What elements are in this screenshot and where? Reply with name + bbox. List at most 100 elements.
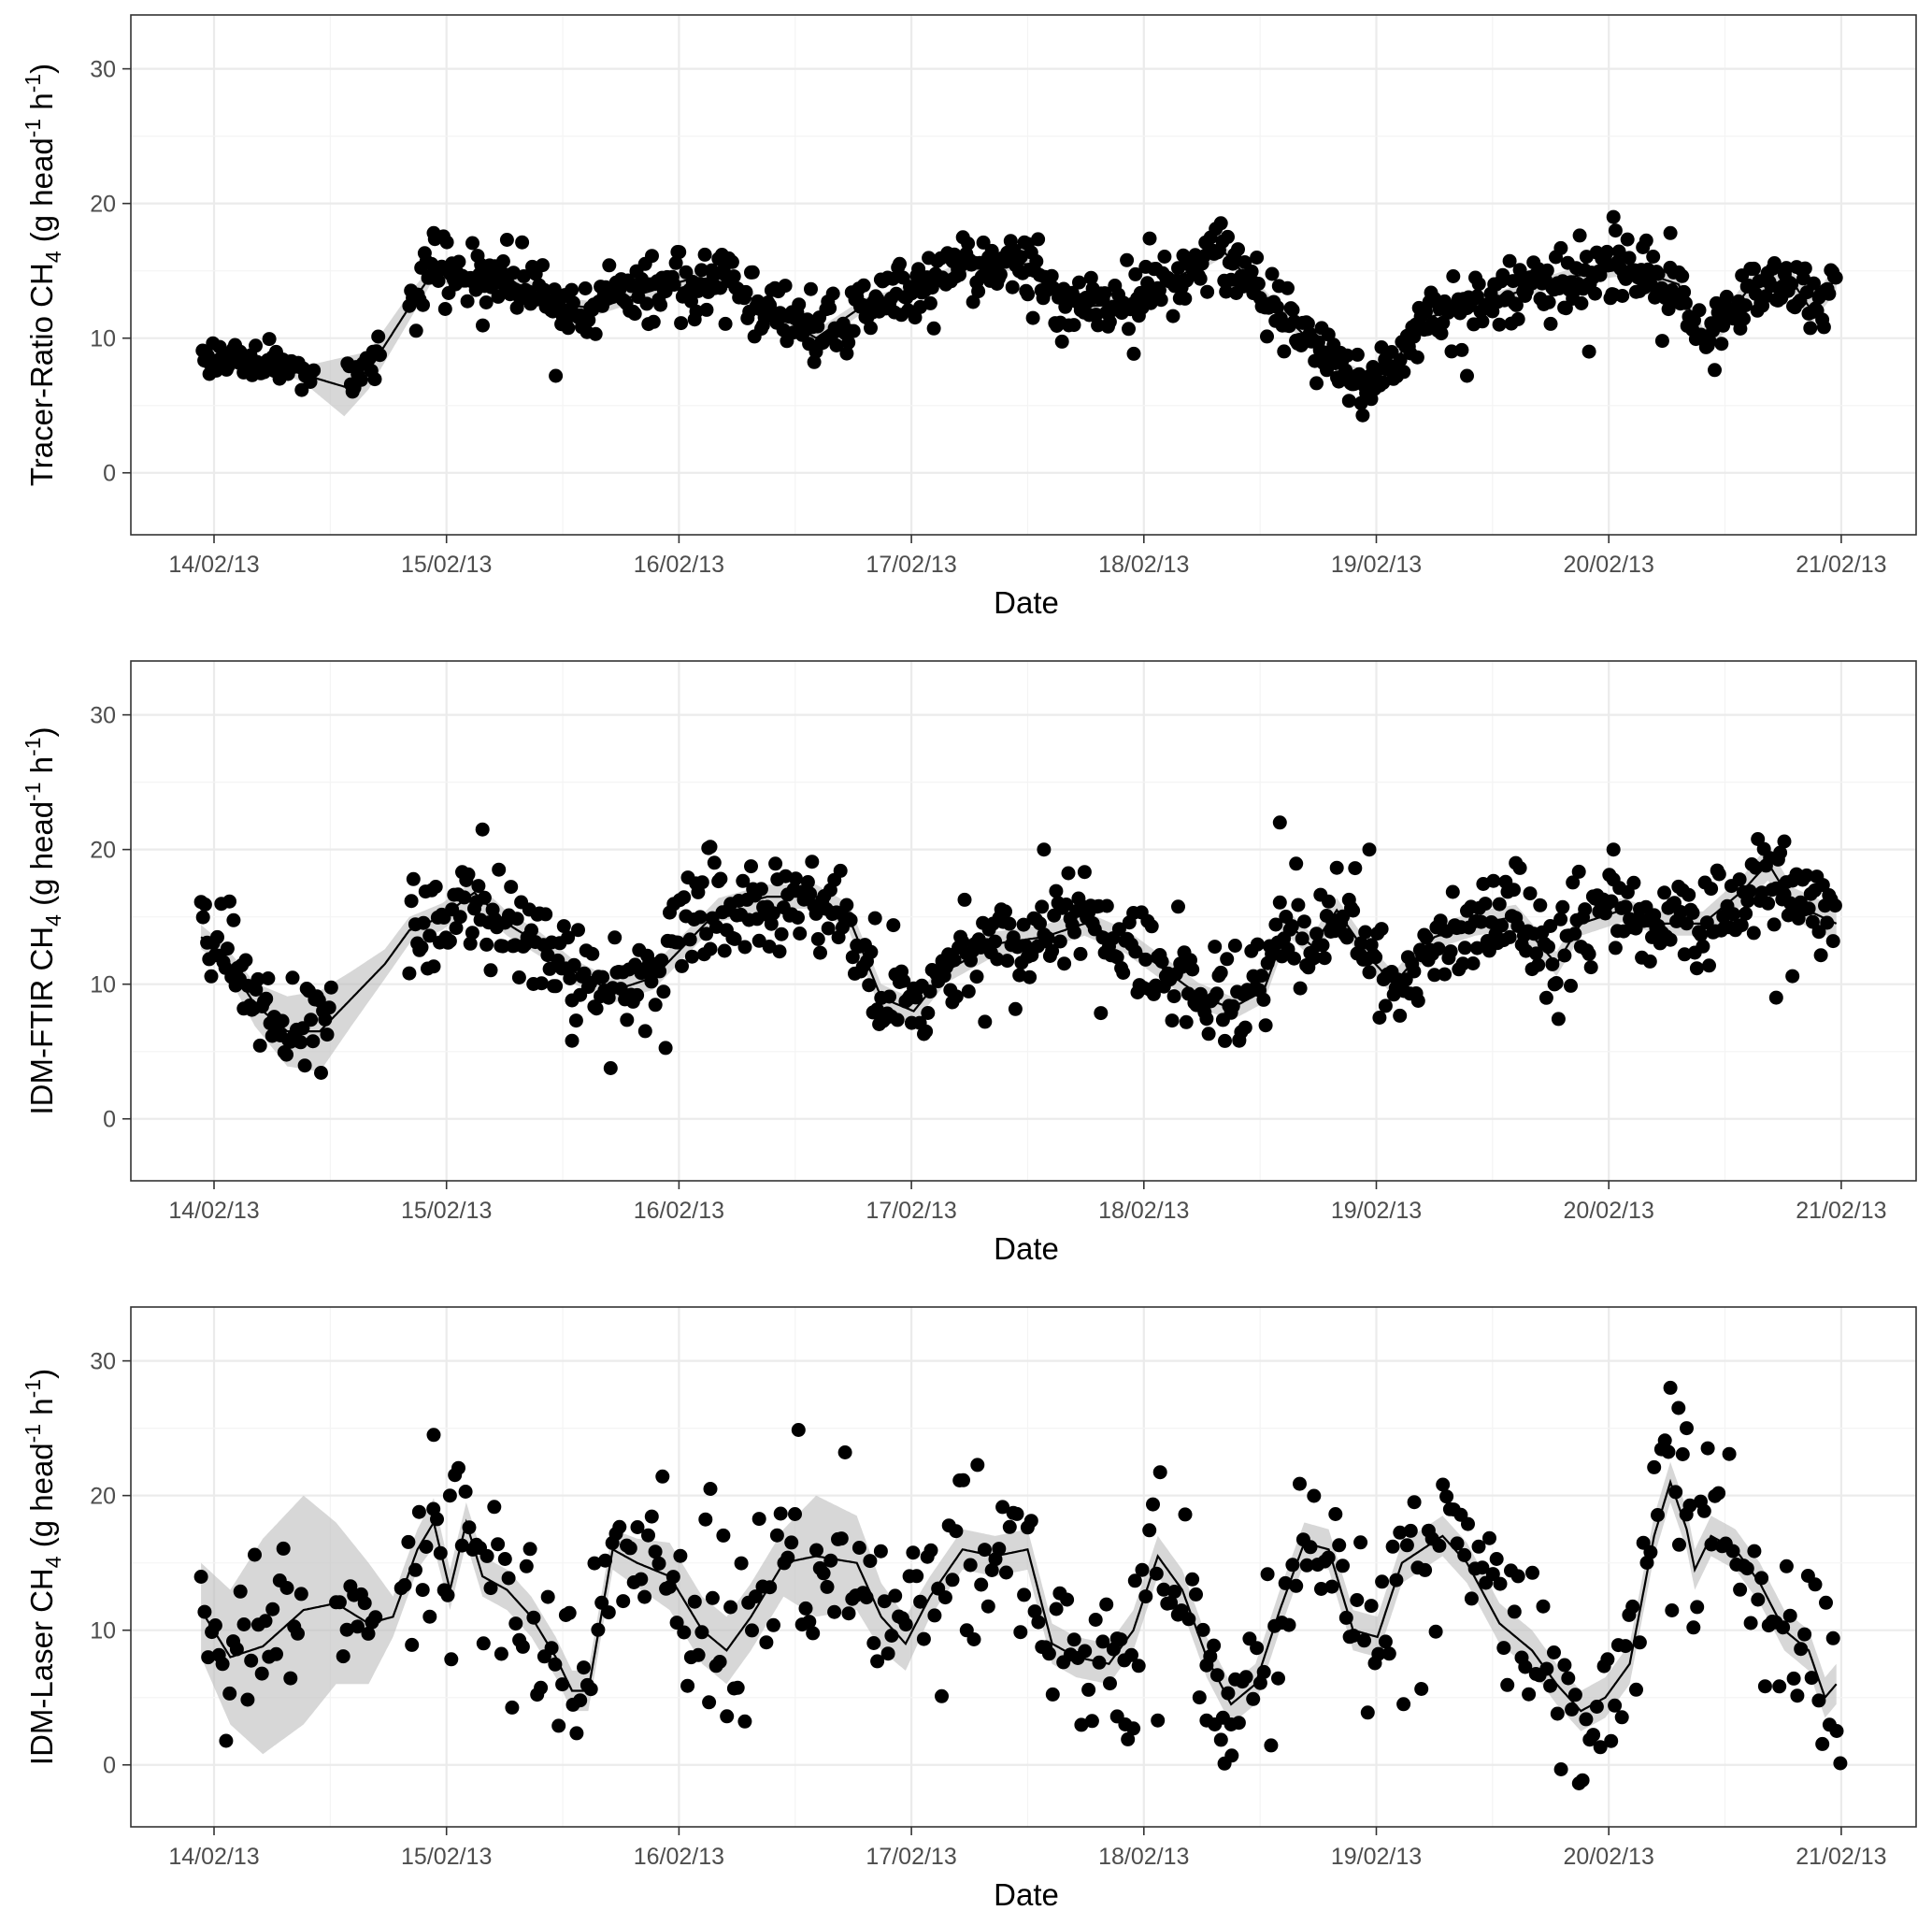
data-point bbox=[1023, 970, 1038, 984]
data-point bbox=[279, 1047, 293, 1062]
data-point bbox=[555, 1677, 570, 1692]
data-point bbox=[1073, 946, 1088, 961]
data-point bbox=[1790, 1688, 1805, 1703]
data-point bbox=[1550, 1706, 1565, 1721]
data-point bbox=[1138, 1589, 1153, 1604]
data-point bbox=[219, 1733, 234, 1748]
data-point bbox=[339, 1622, 354, 1637]
data-point bbox=[578, 281, 593, 295]
data-point bbox=[1287, 951, 1301, 966]
data-point bbox=[627, 307, 642, 322]
data-point bbox=[1571, 864, 1586, 879]
data-point bbox=[630, 987, 645, 1002]
data-point bbox=[1726, 907, 1741, 922]
data-point bbox=[841, 1606, 856, 1621]
data-point bbox=[1074, 1717, 1089, 1732]
data-point bbox=[1804, 1671, 1819, 1686]
y-tick-label: 10 bbox=[90, 972, 116, 998]
y-tick-label: 0 bbox=[103, 461, 116, 487]
data-point bbox=[1737, 311, 1751, 326]
x-tick-label: 16/02/13 bbox=[634, 552, 724, 578]
data-point bbox=[1685, 905, 1700, 920]
data-point bbox=[788, 871, 803, 886]
data-point bbox=[718, 316, 733, 331]
data-point bbox=[634, 1572, 649, 1587]
data-point bbox=[293, 1035, 308, 1050]
data-point bbox=[737, 1714, 752, 1729]
data-point bbox=[1615, 289, 1630, 303]
data-point bbox=[1023, 1514, 1038, 1529]
data-point bbox=[491, 289, 506, 304]
data-point bbox=[699, 302, 714, 317]
data-point bbox=[641, 1528, 655, 1543]
y-axis-title: IDM-Laser CH4 (g head-1 h-1) bbox=[21, 1369, 65, 1765]
data-point bbox=[1146, 1497, 1160, 1512]
x-tick-label: 17/02/13 bbox=[866, 552, 956, 578]
data-point bbox=[1553, 240, 1568, 255]
data-point bbox=[442, 1488, 457, 1503]
data-point bbox=[669, 1616, 684, 1631]
data-point bbox=[1575, 1773, 1590, 1788]
data-point bbox=[1410, 350, 1424, 365]
data-point bbox=[1314, 1582, 1328, 1596]
data-point bbox=[307, 363, 322, 378]
data-point bbox=[1059, 898, 1074, 912]
data-point bbox=[1767, 256, 1782, 270]
data-point bbox=[651, 1556, 666, 1571]
data-point bbox=[1675, 1447, 1690, 1461]
data-point bbox=[921, 1006, 936, 1020]
data-point bbox=[648, 1544, 663, 1559]
data-point bbox=[1618, 1639, 1633, 1654]
data-point bbox=[1665, 1603, 1680, 1617]
data-point bbox=[1414, 1682, 1429, 1696]
data-point bbox=[1732, 872, 1747, 887]
data-point bbox=[833, 863, 848, 878]
data-point bbox=[1829, 1724, 1844, 1738]
y-axis-title-part: h bbox=[24, 1398, 59, 1424]
data-point bbox=[837, 1445, 852, 1459]
data-point bbox=[1782, 1608, 1797, 1623]
data-point bbox=[1500, 1677, 1515, 1692]
data-point bbox=[1543, 1678, 1558, 1693]
data-point bbox=[1238, 1020, 1252, 1035]
data-point bbox=[1725, 1544, 1740, 1559]
data-point bbox=[405, 1637, 420, 1652]
data-point bbox=[909, 1569, 924, 1584]
data-point bbox=[893, 256, 907, 271]
data-point bbox=[588, 326, 603, 341]
data-point bbox=[1152, 1465, 1167, 1480]
data-point bbox=[668, 255, 683, 270]
data-point bbox=[1620, 232, 1635, 247]
data-point bbox=[1138, 952, 1153, 967]
data-point bbox=[297, 1058, 312, 1073]
data-point bbox=[1250, 251, 1265, 265]
data-point bbox=[1557, 948, 1572, 963]
data-point bbox=[992, 1542, 1007, 1557]
data-point bbox=[1281, 280, 1295, 295]
data-point bbox=[654, 953, 669, 968]
data-point bbox=[1485, 1567, 1500, 1582]
data-point bbox=[569, 1726, 584, 1741]
data-point bbox=[426, 225, 441, 240]
data-point bbox=[1608, 1698, 1623, 1713]
data-point bbox=[1654, 334, 1669, 349]
data-point bbox=[1457, 941, 1472, 955]
data-point bbox=[1797, 261, 1812, 276]
data-point bbox=[677, 1625, 692, 1640]
data-point bbox=[1260, 1567, 1275, 1582]
data-point bbox=[672, 245, 687, 260]
data-point bbox=[1445, 884, 1460, 899]
y-tick-label: 0 bbox=[103, 1753, 116, 1779]
data-point bbox=[1606, 209, 1621, 224]
data-point bbox=[673, 1548, 688, 1563]
data-point bbox=[1020, 237, 1035, 251]
data-point bbox=[1031, 232, 1046, 247]
data-point bbox=[509, 912, 524, 927]
data-point bbox=[477, 890, 492, 905]
data-point bbox=[538, 907, 553, 922]
y-tick-label: 20 bbox=[90, 1484, 116, 1510]
y-tick-label: 30 bbox=[90, 703, 116, 729]
data-point bbox=[1509, 297, 1524, 312]
data-point bbox=[702, 1695, 717, 1710]
data-point bbox=[1151, 1713, 1166, 1728]
